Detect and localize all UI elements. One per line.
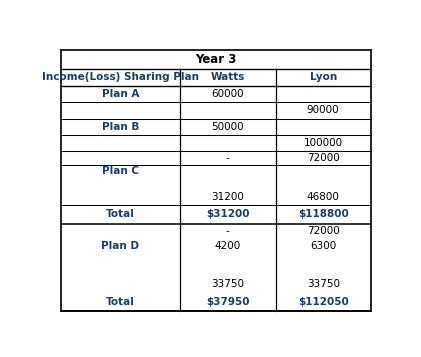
Text: -: -	[226, 226, 230, 236]
Text: Total: Total	[106, 210, 135, 220]
Text: 46800: 46800	[307, 192, 340, 202]
Text: Total: Total	[106, 297, 135, 307]
Text: 6300: 6300	[310, 241, 336, 251]
Text: 90000: 90000	[307, 105, 339, 115]
Text: 60000: 60000	[211, 89, 244, 99]
Text: 100000: 100000	[304, 138, 343, 148]
Text: 31200: 31200	[211, 192, 244, 202]
Text: 4200: 4200	[215, 241, 241, 251]
Text: Plan A: Plan A	[102, 89, 139, 99]
Text: Lyon: Lyon	[309, 72, 337, 82]
Text: 33750: 33750	[306, 279, 340, 289]
Text: Plan C: Plan C	[102, 166, 139, 176]
Text: 72000: 72000	[307, 226, 340, 236]
Text: Year 3: Year 3	[195, 53, 237, 66]
Text: 50000: 50000	[211, 122, 244, 132]
Text: Watts: Watts	[210, 72, 245, 82]
Text: $118800: $118800	[298, 210, 349, 220]
Text: Income(Loss) Sharing Plan: Income(Loss) Sharing Plan	[42, 72, 199, 82]
Text: Plan D: Plan D	[101, 241, 139, 251]
Text: -: -	[226, 153, 230, 163]
Text: 72000: 72000	[307, 153, 340, 163]
Text: 33750: 33750	[211, 279, 244, 289]
Text: $31200: $31200	[206, 210, 250, 220]
Text: Plan B: Plan B	[102, 122, 139, 132]
Text: $37950: $37950	[206, 297, 250, 307]
Text: $112050: $112050	[298, 297, 349, 307]
